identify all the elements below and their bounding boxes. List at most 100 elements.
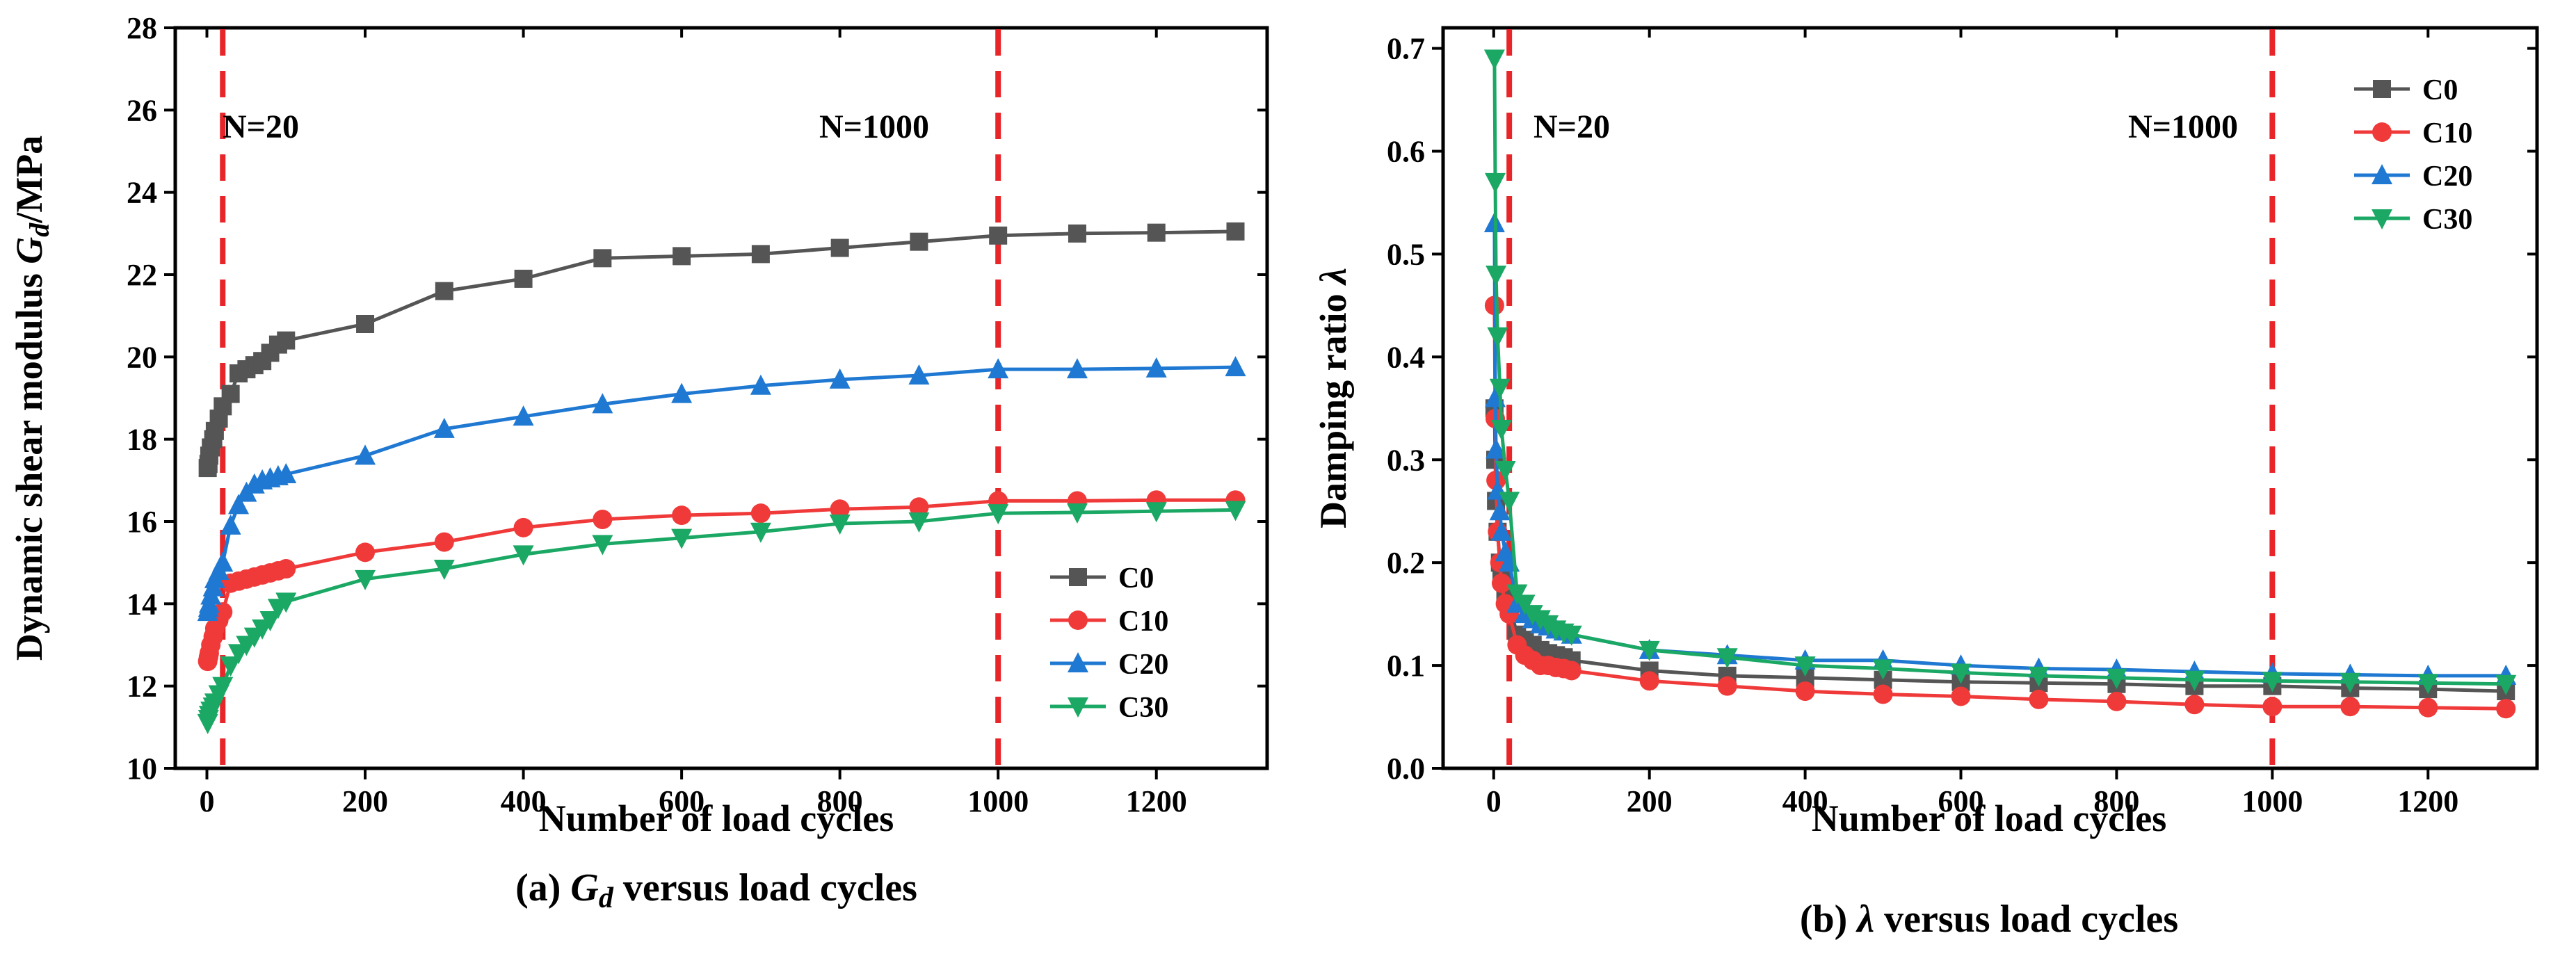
- data-point-c10: [513, 517, 533, 537]
- series-c10: [1484, 296, 2516, 719]
- data-point-c20: [275, 462, 297, 483]
- data-point-c30: [259, 611, 281, 631]
- y-tick-label: 12: [127, 670, 157, 704]
- panel-caption: (b) λ versus load cycles: [1800, 898, 2178, 941]
- data-point-c30: [1145, 502, 1167, 523]
- x-axis-title: Number of load cycles: [539, 798, 894, 839]
- y-tick-label: 18: [127, 423, 157, 457]
- data-point-c10: [2107, 691, 2127, 711]
- plot-frame: [1441, 26, 2539, 770]
- data-point-c0: [514, 269, 533, 288]
- x-tick-label: 1200: [1126, 784, 1187, 818]
- data-point-c30: [2028, 666, 2050, 687]
- data-point-c30: [829, 514, 851, 535]
- chart-panel-a: 0 200 400 600 800 1000 1200 10 12 14 16 18 20 22 24 26 2…: [8, 11, 1269, 914]
- y-tick-label: 0.2: [1387, 546, 1425, 580]
- x-tick-label: 600: [659, 784, 705, 818]
- annotation-n20: N=20: [1533, 108, 1610, 145]
- data-point-c0: [1226, 222, 1245, 241]
- data-point-c20: [433, 417, 455, 438]
- data-point-c0: [1147, 223, 1166, 242]
- data-point-c30: [1639, 640, 1660, 661]
- data-point-c10: [672, 505, 692, 526]
- data-point-c10: [2418, 697, 2438, 718]
- legend-marker-c0: [1069, 568, 1087, 586]
- y-tick-label: 0.4: [1387, 340, 1425, 374]
- annotation-n20: N=20: [223, 108, 299, 145]
- data-point-c30: [433, 560, 455, 581]
- data-point-c10: [830, 499, 850, 519]
- data-point-c10: [1717, 676, 1737, 696]
- x-tick-label: 0: [1486, 784, 1502, 818]
- data-point-c0: [751, 245, 770, 264]
- series-line-c0: [206, 229, 1236, 469]
- data-point-c30: [1794, 656, 1816, 677]
- legend-marker-c0: [2373, 80, 2391, 98]
- data-point-c30: [1514, 594, 1536, 615]
- legend-label-c30: C30: [1118, 692, 1168, 724]
- data-point-c20: [1490, 520, 1512, 541]
- data-point-c30: [2184, 670, 2205, 691]
- data-point-c20: [212, 551, 234, 572]
- data-point-c20: [513, 405, 534, 426]
- data-point-c20: [1489, 500, 1511, 521]
- data-point-c20: [908, 364, 930, 385]
- data-point-c0: [989, 226, 1008, 245]
- data-point-c0: [673, 247, 691, 266]
- panel-caption: (a) Gd versus load cycles: [515, 866, 917, 914]
- data-point-c20: [1145, 357, 1167, 378]
- y-tick-label: 0.6: [1387, 135, 1425, 169]
- data-point-c20: [1225, 356, 1246, 377]
- x-tick-label: 400: [1782, 784, 1828, 818]
- data-point-c30: [1495, 461, 1516, 482]
- data-point-c30: [1950, 663, 1972, 684]
- data-point-c30: [1489, 378, 1511, 399]
- data-point-c20: [355, 444, 376, 465]
- data-point-c30: [513, 545, 534, 566]
- annotation-n1000: N=1000: [2128, 108, 2238, 145]
- y-tick-label: 0.5: [1387, 237, 1425, 271]
- data-point-c0: [830, 238, 849, 257]
- data-point-c30: [2106, 668, 2127, 689]
- plot-frame: [173, 26, 1269, 770]
- data-point-c10: [434, 532, 454, 552]
- data-point-c30: [671, 528, 693, 549]
- legend-label-c10: C10: [2422, 118, 2472, 149]
- data-point-c0: [221, 385, 240, 403]
- data-point-c30: [2417, 674, 2439, 695]
- data-point-c30: [1486, 266, 1507, 286]
- legend-label-c20: C20: [2422, 161, 2472, 193]
- data-point-c30: [1506, 584, 1528, 605]
- series-c20: [1483, 212, 2517, 685]
- data-point-c30: [220, 656, 241, 677]
- data-point-c20: [671, 382, 693, 403]
- data-point-c10: [2029, 689, 2049, 709]
- data-point-c20: [228, 494, 250, 515]
- data-point-c20: [988, 358, 1009, 379]
- data-point-c10: [355, 542, 376, 563]
- data-point-c30: [275, 592, 297, 613]
- legend-label-c0: C0: [2422, 74, 2458, 106]
- data-point-c10: [2184, 695, 2205, 715]
- x-tick-label: 800: [2093, 784, 2139, 818]
- data-point-c10: [276, 559, 296, 579]
- legend: C0 C10 C20 C30: [2354, 74, 2472, 236]
- data-point-c30: [1483, 49, 1505, 70]
- legend: C0 C10 C20 C30: [1050, 563, 1168, 724]
- chart-panel-b: 0 200 400 600 800 1000 1200 0.0 0.1 0.2 0.3 0.4 0.5 0…: [1312, 26, 2539, 941]
- y-tick-label: 22: [127, 258, 157, 292]
- data-point-c10: [1795, 681, 1815, 702]
- data-point-c0: [910, 232, 928, 251]
- x-axis-title: Number of load cycles: [1812, 798, 2166, 839]
- data-point-c10: [1639, 671, 1659, 691]
- legend-label-c10: C10: [1118, 606, 1168, 638]
- x-tick-label: 0: [200, 784, 215, 818]
- data-point-c30: [1499, 492, 1520, 512]
- data-point-c10: [909, 497, 929, 517]
- data-point-c20: [592, 393, 613, 414]
- series-c0: [198, 222, 1245, 478]
- series-line-c20: [1492, 222, 2506, 678]
- data-point-c10: [1561, 661, 1581, 681]
- data-point-c0: [593, 249, 612, 268]
